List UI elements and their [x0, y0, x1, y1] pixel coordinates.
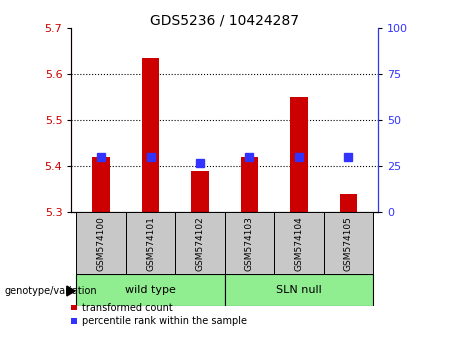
Bar — [71, 318, 77, 324]
Bar — [71, 305, 77, 310]
Bar — [93, 157, 110, 212]
Bar — [225, 212, 274, 274]
Text: GSM574104: GSM574104 — [295, 216, 303, 271]
Bar — [274, 212, 324, 274]
Text: transformed count: transformed count — [82, 303, 172, 313]
Text: GSM574103: GSM574103 — [245, 216, 254, 271]
FancyArrow shape — [67, 286, 75, 296]
Text: GSM574105: GSM574105 — [344, 216, 353, 271]
Text: GSM574102: GSM574102 — [195, 216, 205, 271]
Bar — [225, 274, 373, 306]
Bar — [241, 157, 258, 212]
Text: wild type: wild type — [125, 285, 176, 295]
Text: percentile rank within the sample: percentile rank within the sample — [82, 316, 247, 326]
Text: GSM574100: GSM574100 — [97, 216, 106, 271]
Bar — [126, 212, 175, 274]
Bar — [142, 58, 159, 212]
Bar — [175, 212, 225, 274]
Title: GDS5236 / 10424287: GDS5236 / 10424287 — [150, 13, 299, 27]
Bar — [340, 194, 357, 212]
Bar — [324, 212, 373, 274]
Text: SLN null: SLN null — [276, 285, 322, 295]
Text: genotype/variation: genotype/variation — [5, 286, 97, 296]
Bar — [290, 97, 307, 212]
Text: GSM574101: GSM574101 — [146, 216, 155, 271]
Bar — [77, 212, 126, 274]
Bar — [77, 274, 225, 306]
Bar — [191, 171, 209, 212]
